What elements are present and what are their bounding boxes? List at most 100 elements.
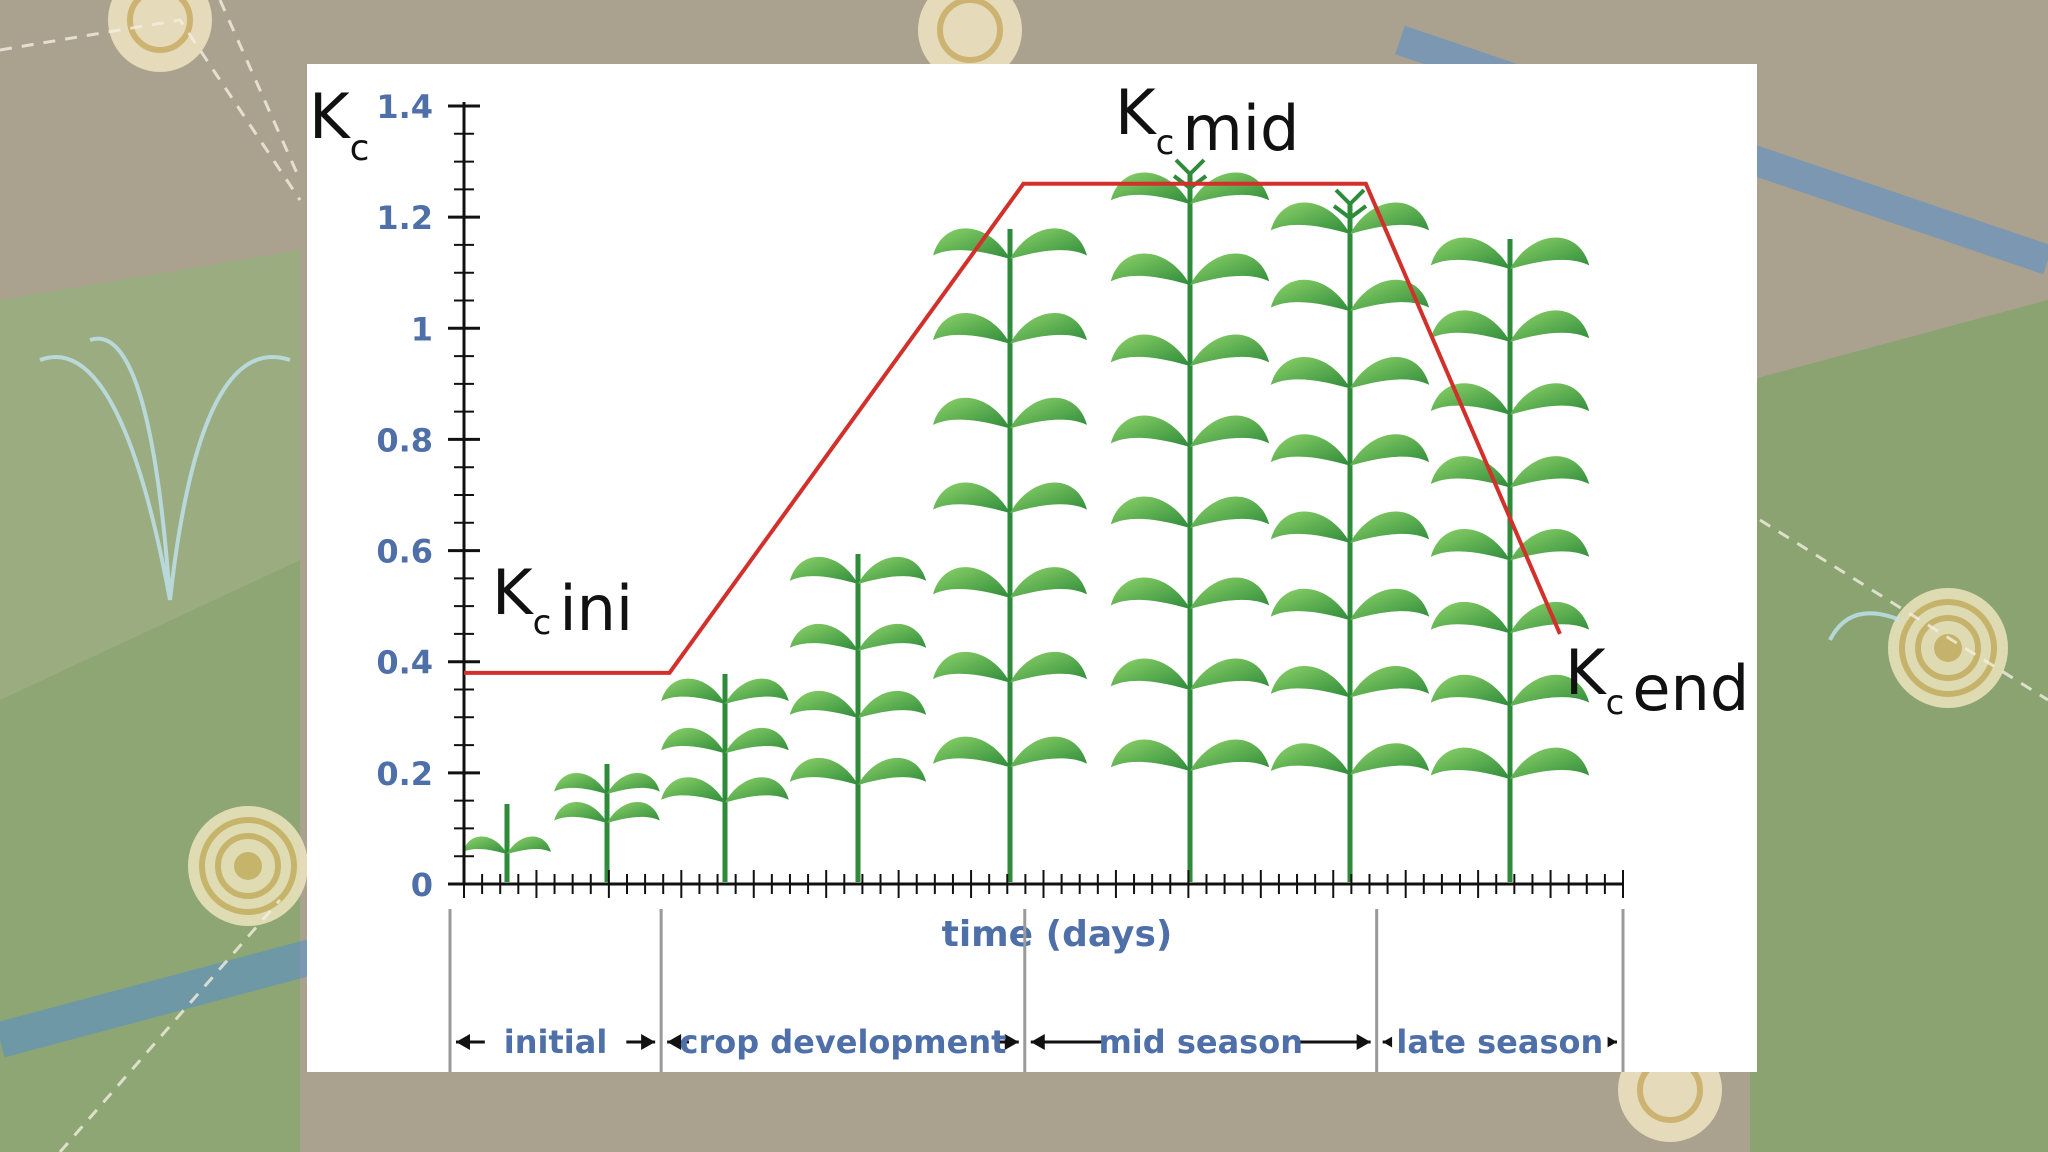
stage-arrow-head-left <box>667 1034 682 1050</box>
leaf <box>789 556 858 584</box>
corn-plant <box>933 228 1087 882</box>
leaf <box>1350 588 1430 621</box>
leaf <box>1110 577 1190 609</box>
leaf <box>1190 172 1270 204</box>
stage-arrow-head-left <box>456 1034 470 1050</box>
leaf <box>1190 253 1270 285</box>
leaf <box>1270 665 1350 698</box>
leaf <box>933 397 1010 429</box>
kc-curve <box>463 181 1562 675</box>
leaf <box>933 482 1010 514</box>
kc-end-annotation: Kc end <box>1565 636 1749 725</box>
leaf <box>1430 528 1510 561</box>
leaf <box>1350 665 1430 698</box>
leaf <box>1510 674 1590 707</box>
stage-label-bg <box>1102 1022 1300 1062</box>
leaf <box>725 777 789 803</box>
leaf <box>661 727 725 754</box>
leaf <box>1190 577 1270 609</box>
leaf <box>1510 456 1590 488</box>
leaf <box>1190 658 1270 690</box>
corn-plant <box>554 764 660 882</box>
leaf <box>1270 511 1350 543</box>
leaf <box>1010 736 1087 768</box>
y-tick-label: 0.2 <box>376 755 433 793</box>
y-tick-label: 1.4 <box>376 88 433 126</box>
chart-panel: 0 0.2 0.4 0.6 0.8 1 1.2 1.4 Kc Kc ini Kc mid Kc en… <box>307 64 1757 1072</box>
leaf <box>1510 383 1590 415</box>
stage-arrow-head-left <box>1030 1034 1045 1050</box>
leaf <box>1270 434 1350 466</box>
stage-label-bg <box>688 1022 997 1062</box>
chart-axes <box>448 102 1624 898</box>
leaf <box>933 736 1010 768</box>
stage-1: crop development <box>667 1022 1019 1062</box>
leaf <box>1110 334 1190 366</box>
leaf <box>789 623 858 651</box>
stage-label: late season <box>1396 1023 1603 1061</box>
corn-plant <box>463 804 551 882</box>
leaf <box>1190 334 1270 366</box>
leaf <box>1270 279 1350 312</box>
leaf <box>1110 496 1190 528</box>
leaf <box>1010 482 1087 514</box>
stage-2: mid season <box>1030 1022 1371 1062</box>
leaf <box>1010 651 1087 683</box>
corn-plant <box>1430 237 1590 882</box>
y-tick-label: 1 <box>411 310 433 348</box>
growth-stages: initial crop development mid season late se… <box>448 909 1625 1072</box>
leaf <box>933 313 1010 344</box>
y-tick-label: 0.4 <box>376 644 433 682</box>
leaf <box>933 567 1010 598</box>
y-tick-label: 0.6 <box>376 533 433 571</box>
leaf <box>1270 202 1350 234</box>
leaf <box>1270 588 1350 621</box>
corn-plant-illustrations <box>463 158 1590 882</box>
kc-mid-annotation: Kc mid <box>1115 76 1299 165</box>
leaf <box>1430 456 1510 488</box>
y-tick-label: 0.8 <box>376 421 433 459</box>
leaf <box>661 777 725 803</box>
leaf <box>858 757 927 785</box>
leaf <box>1510 310 1590 342</box>
leaf <box>933 651 1010 683</box>
leaf <box>725 727 789 754</box>
leaf <box>1110 172 1190 204</box>
x-axis-label: time (days) <box>942 914 1173 955</box>
leaf <box>1510 237 1590 269</box>
kc-chart: 0 0.2 0.4 0.6 0.8 1 1.2 1.4 Kc Kc ini Kc mid Kc en… <box>309 76 1749 1072</box>
leaf <box>1110 253 1190 285</box>
y-axis-label: Kc <box>309 80 369 169</box>
leaf <box>1010 313 1087 344</box>
y-tick-labels: 0 0.2 0.4 0.6 0.8 1 1.2 1.4 <box>376 88 433 904</box>
leaf <box>858 556 927 584</box>
leaf <box>1270 356 1350 389</box>
leaf <box>661 678 725 704</box>
corn-tassel <box>1332 188 1368 220</box>
leaf <box>858 690 927 718</box>
leaf <box>1430 383 1510 415</box>
leaf <box>1270 743 1350 775</box>
leaf <box>1510 528 1590 561</box>
leaf <box>1010 567 1087 598</box>
leaf <box>507 836 551 854</box>
corn-plant <box>1270 188 1430 882</box>
leaf <box>1350 743 1430 775</box>
leaf <box>463 836 507 854</box>
stage-arrow-head-right <box>1004 1034 1019 1050</box>
leaf <box>1430 674 1510 707</box>
leaf <box>789 757 858 785</box>
corn-plant <box>1110 158 1270 882</box>
leaf <box>554 801 607 823</box>
leaf <box>1350 434 1430 466</box>
leaf <box>789 690 858 718</box>
y-tick-label: 0 <box>411 866 433 904</box>
leaf <box>554 772 607 794</box>
leaf <box>1430 310 1510 342</box>
leaf <box>1010 397 1087 429</box>
stage-label: crop development <box>679 1023 1006 1061</box>
y-tick-label: 1.2 <box>376 199 433 237</box>
leaf <box>1430 747 1510 780</box>
stage-label-bg <box>1392 1022 1608 1062</box>
stage-label-bg <box>484 1022 627 1062</box>
